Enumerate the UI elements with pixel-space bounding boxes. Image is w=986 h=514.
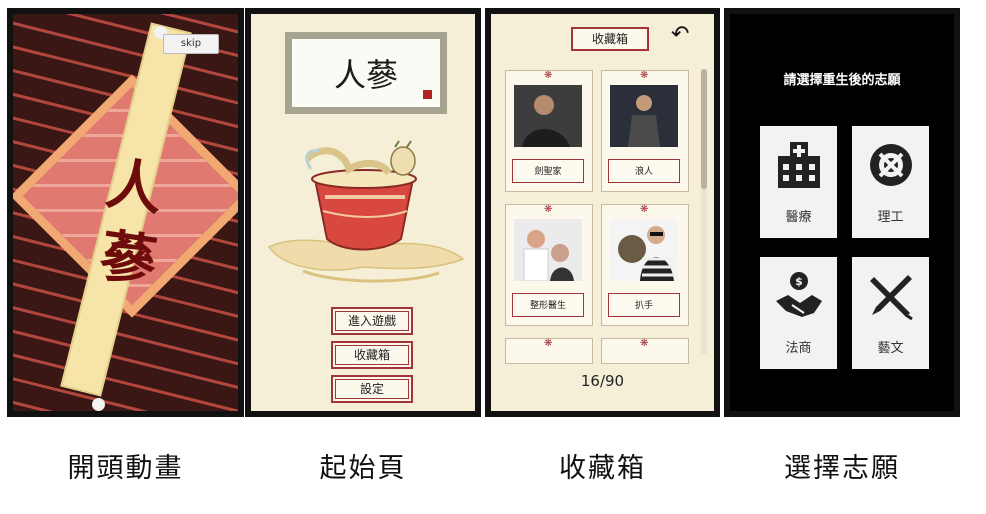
card-label: 劍聖家 [512,159,584,183]
gear-wrench-icon [870,144,912,186]
svg-text:$: $ [795,275,803,288]
title-logo: 人蔘 [292,39,440,107]
card-photo-swordsman [514,85,582,147]
enter-game-button[interactable]: 進入遊戲 [331,307,413,335]
choose-wish-screen: 請選擇重生後的志願 醫療 理工 $ 法商 藝文 [724,8,960,417]
collection-card[interactable]: ❋ [505,338,593,364]
card-label: 整形醫生 [512,293,584,317]
scrollbar-thumb[interactable] [701,69,707,189]
option-medical[interactable]: 醫療 [760,126,837,238]
choose-title: 請選擇重生後的志願 [783,73,901,88]
scrollbar-track[interactable] [701,69,707,354]
ginseng-bowl-illustration [267,140,465,283]
option-label: 藝文 [877,341,904,356]
handshake-money-icon: $ [776,272,822,317]
collection-card[interactable]: ❋ 劍聖家 [505,70,593,192]
collection-header: 收藏箱 [571,27,649,51]
calligraphy-char-2: 蔘 [96,222,161,296]
option-label: 法商 [785,341,812,356]
card-ornament-icon: ❋ [544,204,553,215]
caption-collection: 收藏箱 [559,453,646,484]
scroll-bottom-knob [92,398,105,411]
red-seal-icon [423,90,432,99]
collection-card[interactable]: ❋ 整形醫生 [505,204,593,326]
card-photo-pickpocket [610,219,678,281]
option-arts-literature[interactable]: 藝文 [852,257,929,369]
card-photo-ronin [610,85,678,147]
skip-button[interactable]: skip [163,34,219,54]
back-arrow-icon[interactable]: ↶ [671,22,690,47]
option-law-business[interactable]: $ 法商 [760,257,837,369]
card-ornament-icon: ❋ [544,338,553,349]
card-photo-plastic-surgeon [514,219,582,281]
start-page-screen: 人蔘 進入遊戲 收藏箱 設定 [245,8,481,417]
option-label: 醫療 [785,210,812,225]
card-ornament-icon: ❋ [544,70,553,81]
pen-brush-icon [870,275,913,321]
card-ornament-icon: ❋ [640,338,649,349]
caption-intro-animation: 開頭動畫 [67,453,184,484]
card-ornament-icon: ❋ [640,204,649,215]
intro-animation-screen: 人 蔘 skip [7,8,244,417]
logo-text: 人蔘 [333,56,398,94]
card-ornament-icon: ❋ [640,70,649,81]
card-label: 扒手 [608,293,680,317]
card-label: 浪人 [608,159,680,183]
title-logo-frame: 人蔘 [285,32,447,114]
collection-button[interactable]: 收藏箱 [331,341,413,369]
collection-card[interactable]: ❋ 扒手 [601,204,689,326]
collection-card[interactable]: ❋ [601,338,689,364]
collection-screen: 收藏箱 ↶ ❋ 劍聖家 ❋ 浪人 ❋ 整形醫生 ❋ 扒手 ❋ ❋ 16/90 [485,8,720,417]
caption-choose-wish: 選擇志願 [784,453,900,484]
settings-button[interactable]: 設定 [331,375,413,403]
collection-card[interactable]: ❋ 浪人 [601,70,689,192]
caption-start-page: 起始頁 [319,453,407,484]
hospital-icon [778,142,820,188]
collection-progress: 16/90 [580,372,625,390]
option-label: 理工 [877,210,904,225]
option-engineering[interactable]: 理工 [852,126,929,238]
